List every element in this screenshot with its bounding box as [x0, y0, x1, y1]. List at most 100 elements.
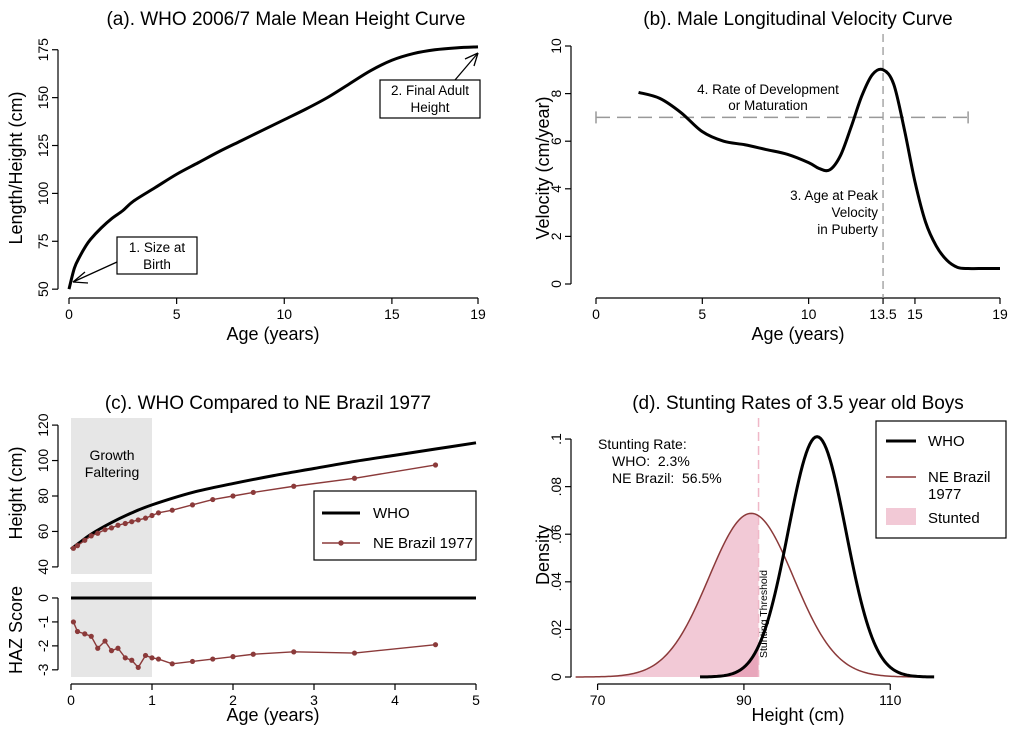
legend-label-stunted: Stunted — [928, 510, 980, 527]
haz-brazil-point — [142, 652, 149, 659]
height-brazil-point — [129, 519, 135, 525]
growth-faltering-shade-bottom — [71, 582, 152, 677]
panel-d-ylabel: Density — [533, 525, 553, 585]
haz-brazil-point — [169, 661, 175, 667]
annotation-final-adult-height: 2. Final Adult Height — [379, 52, 481, 119]
annotation-peak-velocity-line1: 3. Age at Peak — [790, 188, 878, 203]
panel-a-y-tick-label: 100 — [35, 182, 51, 206]
panel-b-y-tick-label: 0 — [548, 280, 564, 288]
panel-b-xlabel: Age (years) — [751, 324, 844, 344]
haz-brazil-point — [95, 645, 101, 651]
haz-brazil-point — [74, 628, 81, 635]
haz-brazil-point — [135, 664, 141, 671]
height-brazil-point — [95, 530, 101, 536]
panel-c-haz-y-tick-label: -2 — [35, 639, 51, 652]
panel-b-y-tick-label: 10 — [548, 38, 564, 54]
haz-brazil-point — [155, 656, 162, 662]
panel-b-plot-area — [595, 34, 1000, 298]
panel-b-axes: 0 5 10 13.5 15 19 0 2 4 6 8 10 — [548, 38, 1008, 322]
panel-b-x-tick-label: 0 — [592, 306, 600, 322]
panel-a-y-tick-label: 50 — [35, 281, 51, 297]
height-brazil-point — [115, 522, 121, 528]
panel-c-height-y-tick-label: 60 — [35, 523, 51, 539]
height-who-line — [70, 441, 477, 551]
panel-a-y-tick-label: 125 — [35, 134, 51, 158]
panel-a-x-tick-label: 19 — [470, 306, 486, 322]
annotation-rate-of-development-line1: 4. Rate of Development — [697, 82, 839, 97]
height-brazil-point — [169, 507, 175, 513]
growth-faltering-label-line2: Faltering — [85, 464, 139, 480]
annotation-arrow-size-at-birth — [72, 261, 118, 283]
height-brazil-point — [108, 525, 115, 531]
panel-c-title: (c). WHO Compared to NE Brazil 1977 — [105, 393, 431, 414]
height-brazil-point — [250, 489, 256, 496]
panel-c-plot-area — [70, 441, 477, 671]
annotation-size-at-birth-line2: Birth — [143, 257, 171, 272]
haz-brazil-point — [351, 650, 358, 656]
height-brazil-line — [73, 464, 436, 549]
haz-brazil-point — [250, 651, 256, 657]
legend-label-who-density: WHO — [928, 433, 965, 450]
panel-c-height-y-tick-label: 120 — [35, 413, 51, 437]
legend-label-brazil: NE Brazil 1977 — [373, 535, 473, 552]
panel-c-x-tick-label: 5 — [472, 692, 480, 708]
panel-c-who-vs-brazil: (c). WHO Compared to NE Brazil 1977 Age … — [6, 393, 480, 725]
panel-d-y-tick-label: .06 — [548, 524, 564, 544]
panel-a-y-tick-label: 175 — [35, 38, 51, 62]
height-brazil-point — [74, 543, 81, 549]
annotation-size-at-birth-line1: 1. Size at — [129, 240, 186, 255]
panel-b-y-tick-label: 6 — [548, 137, 564, 145]
panel-c-haz-y-tick-label: 0 — [35, 594, 51, 602]
haz-brazil-point — [102, 638, 108, 644]
stunted-area-brazil — [575, 513, 759, 677]
height-brazil-point — [82, 537, 88, 543]
panel-d-xlabel: Height (cm) — [751, 705, 844, 725]
annotation-box-final-adult-height — [379, 79, 481, 119]
height-brazil-point — [142, 515, 149, 521]
growth-faltering-label-line1: Growth — [89, 447, 134, 463]
panel-b-title: (b). Male Longitudinal Velocity Curve — [643, 9, 952, 30]
height-brazil-point — [135, 517, 141, 523]
panel-d-x-tick-label: 90 — [736, 692, 752, 708]
panel-b-ylabel: Velocity (cm/year) — [533, 96, 553, 239]
haz-brazil-point — [108, 648, 115, 654]
panel-a-y-tick-label: 150 — [35, 86, 51, 110]
panel-d-y-tick-label: 0 — [548, 673, 564, 681]
stunting-threshold-label: Stunting Threshold — [758, 570, 770, 658]
panel-d-y-tick-label: .08 — [548, 477, 564, 497]
panel-a-axes: 0 5 10 15 19 50 75 100 125 150 175 — [35, 38, 486, 322]
panel-d-y-tick-label: .04 — [548, 572, 564, 592]
panel-c-x-tick-label: 4 — [391, 692, 399, 708]
panel-b-y-tick-label: 4 — [548, 185, 564, 193]
panel-d-axes: 70 90 110 0 .02 .04 .06 .08 .1 — [548, 433, 902, 708]
annotation-peak-velocity-line2: Velocity — [831, 205, 878, 220]
stunting-rate-heading: Stunting Rate: — [598, 436, 687, 452]
panel-c-haz-y-tick-label: -1 — [35, 615, 51, 628]
panel-b-x-tick-label: 13.5 — [869, 306, 896, 322]
height-brazil-point — [291, 483, 297, 489]
legend-label-who: WHO — [373, 505, 410, 522]
panel-d-x-tick-label: 70 — [590, 692, 606, 708]
growth-faltering-shade-top — [71, 418, 152, 574]
arrowhead-size-at-birth — [72, 271, 89, 284]
panel-c-x-tick-label: 1 — [148, 692, 156, 708]
annotation-rate-of-development-line2: or Maturation — [728, 98, 808, 113]
annotation-final-adult-height-line2: Height — [410, 100, 449, 115]
panel-a-ylabel: Length/Height (cm) — [6, 91, 26, 244]
panel-a-x-tick-label: 0 — [65, 306, 73, 322]
panel-c-ylabel-haz: HAZ Score — [6, 586, 26, 674]
panel-c-height-y-tick-label: 40 — [35, 559, 51, 575]
who-height-curve — [67, 45, 479, 290]
haz-brazil-point — [189, 658, 196, 665]
panel-d-plot-area — [575, 418, 935, 679]
legend-label-brazil-density-line2: 1977 — [928, 486, 961, 503]
height-brazil-point — [122, 520, 128, 527]
annotation-size-at-birth: 1. Size at Birth — [72, 236, 198, 284]
height-brazil-point — [230, 493, 236, 499]
height-brazil-point — [149, 512, 155, 519]
panel-b-x-tick-label: 5 — [698, 306, 706, 322]
haz-brazil-point — [115, 645, 121, 651]
panel-a-title: (a). WHO 2006/7 Male Mean Height Curve — [106, 9, 465, 30]
stunting-rate-brazil: NE Brazil: 56.5% — [612, 470, 722, 486]
panel-d-y-tick-label: .1 — [548, 433, 564, 445]
